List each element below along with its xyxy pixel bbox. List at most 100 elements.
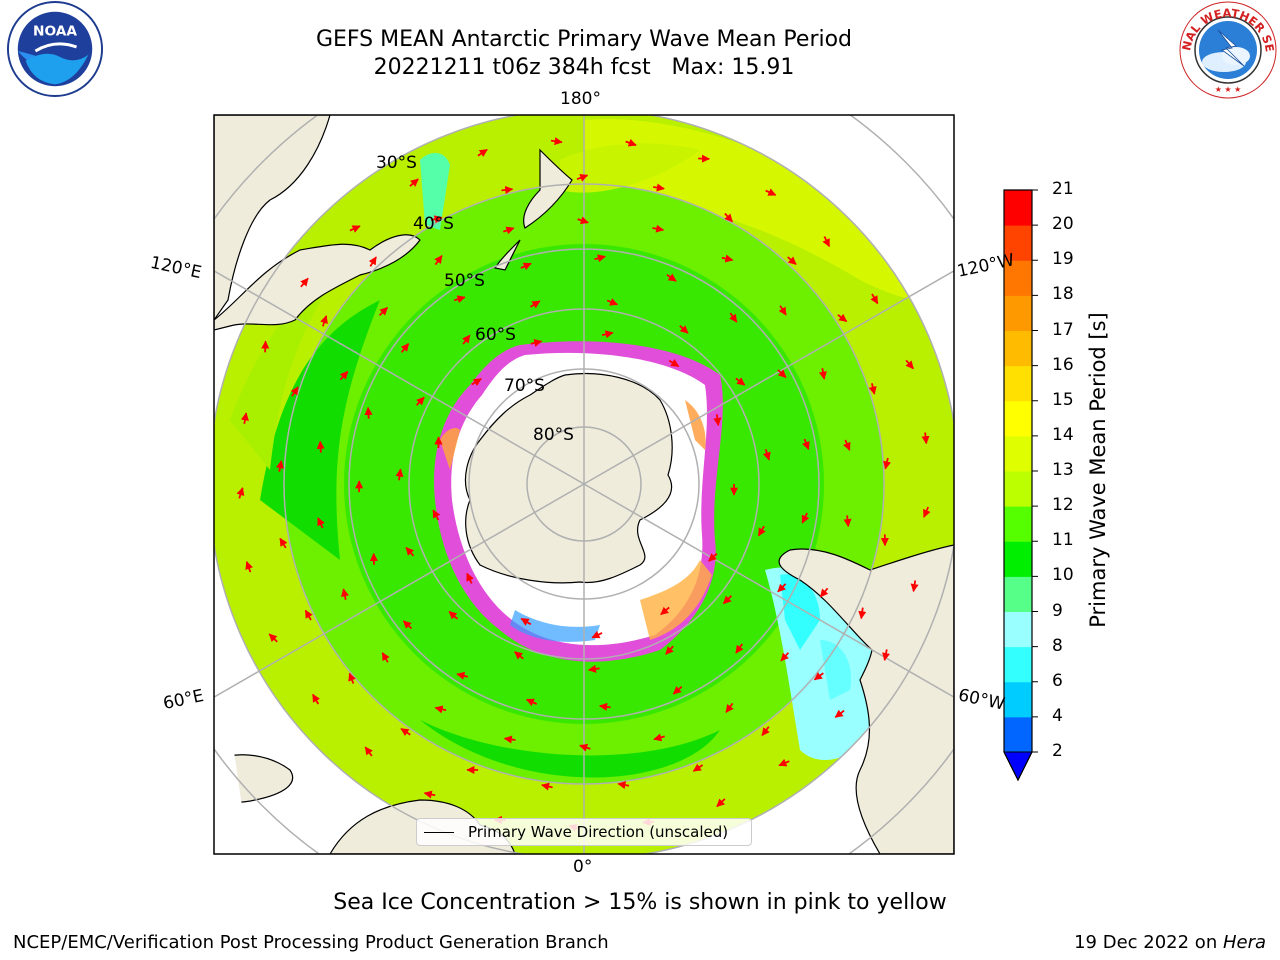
wave-arrow [579, 743, 591, 752]
colorbar-extend-triangle [1003, 751, 1033, 782]
wave-arrow [341, 588, 349, 600]
wave-arrow [822, 236, 831, 248]
wave-arrow [910, 580, 919, 593]
footer-credit: NCEP/EMC/Verification Post Processing Pr… [13, 932, 609, 953]
colorbar-segment [1004, 541, 1032, 577]
colorbar-tick-label: 9 [1052, 600, 1063, 621]
wave-arrow [652, 224, 665, 233]
wave-arrow [765, 188, 777, 196]
map-legend: Primary Wave Direction (unscaled) [416, 818, 752, 846]
wave-arrow [598, 702, 611, 711]
wave-arrow [395, 468, 404, 481]
wave-arrow [617, 781, 630, 790]
wave-arrow [530, 338, 543, 347]
wave-arrow [453, 295, 466, 304]
map-frame [213, 114, 955, 855]
legend-label: Primary Wave Direction (unscaled) [468, 823, 729, 841]
wave-arrow [462, 334, 471, 345]
wave-arrow [818, 368, 827, 380]
chart-subtitle: 20221211 t06z 384h fcst Max: 15.91 [373, 55, 795, 80]
wave-arrow [905, 359, 914, 370]
wave-arrow [777, 583, 787, 593]
wave-arrow [813, 672, 824, 681]
colorbar-tick-label: 17 [1052, 319, 1074, 340]
svg-text:★ ★ ★: ★ ★ ★ [1215, 85, 1242, 94]
wave-arrow [735, 643, 744, 654]
wave-arrow [724, 212, 733, 223]
colorbar-tick-label: 6 [1052, 670, 1063, 691]
wave-arrow [660, 606, 670, 616]
wave-arrow [780, 652, 790, 662]
wave-arrow [802, 438, 810, 450]
lat-label-80s: 80°S [533, 425, 574, 445]
colorbar-tick-label: 16 [1052, 354, 1074, 375]
wave-arrow [870, 293, 879, 305]
wave-arrow [240, 412, 249, 425]
colorbar-segment [1004, 330, 1032, 367]
nws-logo: NATIONAL WEATHER SERVICE ★ ★ ★ [1178, 0, 1277, 99]
wave-arrow [525, 698, 538, 707]
wave-arrow [466, 572, 474, 584]
wave-arrow [666, 273, 677, 282]
wave-arrow [778, 305, 787, 316]
wave-arrow [653, 183, 665, 192]
wave-arrow [430, 215, 443, 224]
wave-arrow [400, 727, 411, 737]
colorbar-segment [1004, 400, 1032, 437]
wave-arrow [290, 386, 299, 397]
antarctica [464, 372, 673, 584]
wave-arrow [423, 790, 436, 799]
wave-arrow [456, 671, 469, 680]
footer-date: 19 Dec 2022 on Hera [1074, 932, 1266, 953]
colorbar-segment [1004, 576, 1032, 612]
legend-line-swatch [424, 832, 454, 833]
wave-arrow [501, 185, 514, 194]
lat-label-30s: 30°S [376, 153, 417, 173]
graticule [214, 115, 954, 854]
wave-arrow [668, 359, 680, 368]
wave-arrow [923, 506, 931, 518]
wave-arrow [471, 378, 482, 387]
wave-arrow [672, 686, 683, 695]
wave-arrow [591, 630, 603, 639]
footer-host: Hera [1222, 932, 1266, 953]
colorbar-label: Primary Wave Mean Period [s] [1086, 312, 1110, 628]
wave-arrow [778, 758, 790, 767]
wave-arrow [625, 138, 637, 147]
lat-label-60s: 60°S [475, 325, 516, 345]
wave-arrow [665, 645, 674, 655]
colorbar-segment [1004, 225, 1032, 261]
wave-arrow [692, 763, 704, 772]
wave-arrow [477, 148, 488, 158]
wave-arrow [819, 587, 829, 598]
wave-arrow [317, 517, 325, 529]
colorbar-segment [1004, 295, 1032, 331]
wave-arrow [721, 254, 734, 263]
wave-arrow [415, 396, 425, 406]
wave-arrow [368, 256, 377, 267]
colorbar-segment [1004, 260, 1032, 296]
colorbar-tick-label: 15 [1052, 389, 1074, 410]
lon-label-0: 0° [573, 857, 593, 877]
colorbar-tick-label: 4 [1052, 705, 1063, 726]
wave-arrow [843, 515, 852, 528]
lat-label-40s: 40°S [413, 214, 454, 234]
lat-label-50s: 50°S [444, 271, 485, 291]
wave-arrow [883, 457, 892, 470]
colorbar-segment [1004, 506, 1032, 542]
wave-arrow [434, 705, 447, 714]
wave-arrow [868, 383, 877, 395]
wave-arrow [268, 633, 278, 643]
colorbar-segment [1004, 681, 1032, 718]
colorbar-tick-label: 2 [1052, 741, 1063, 761]
wave-arrow [261, 340, 270, 353]
wave-arrow [402, 620, 413, 630]
wave-arrow [378, 306, 389, 316]
wave-arrow [679, 325, 689, 334]
chart-title: GEFS MEAN Antarctic Primary Wave Mean Pe… [315, 27, 853, 52]
wave-arrow [587, 664, 600, 673]
colorbar-segment [1004, 190, 1032, 226]
wave-arrow [729, 312, 738, 323]
wave-arrow [716, 798, 726, 808]
wave-arrow [541, 782, 553, 791]
